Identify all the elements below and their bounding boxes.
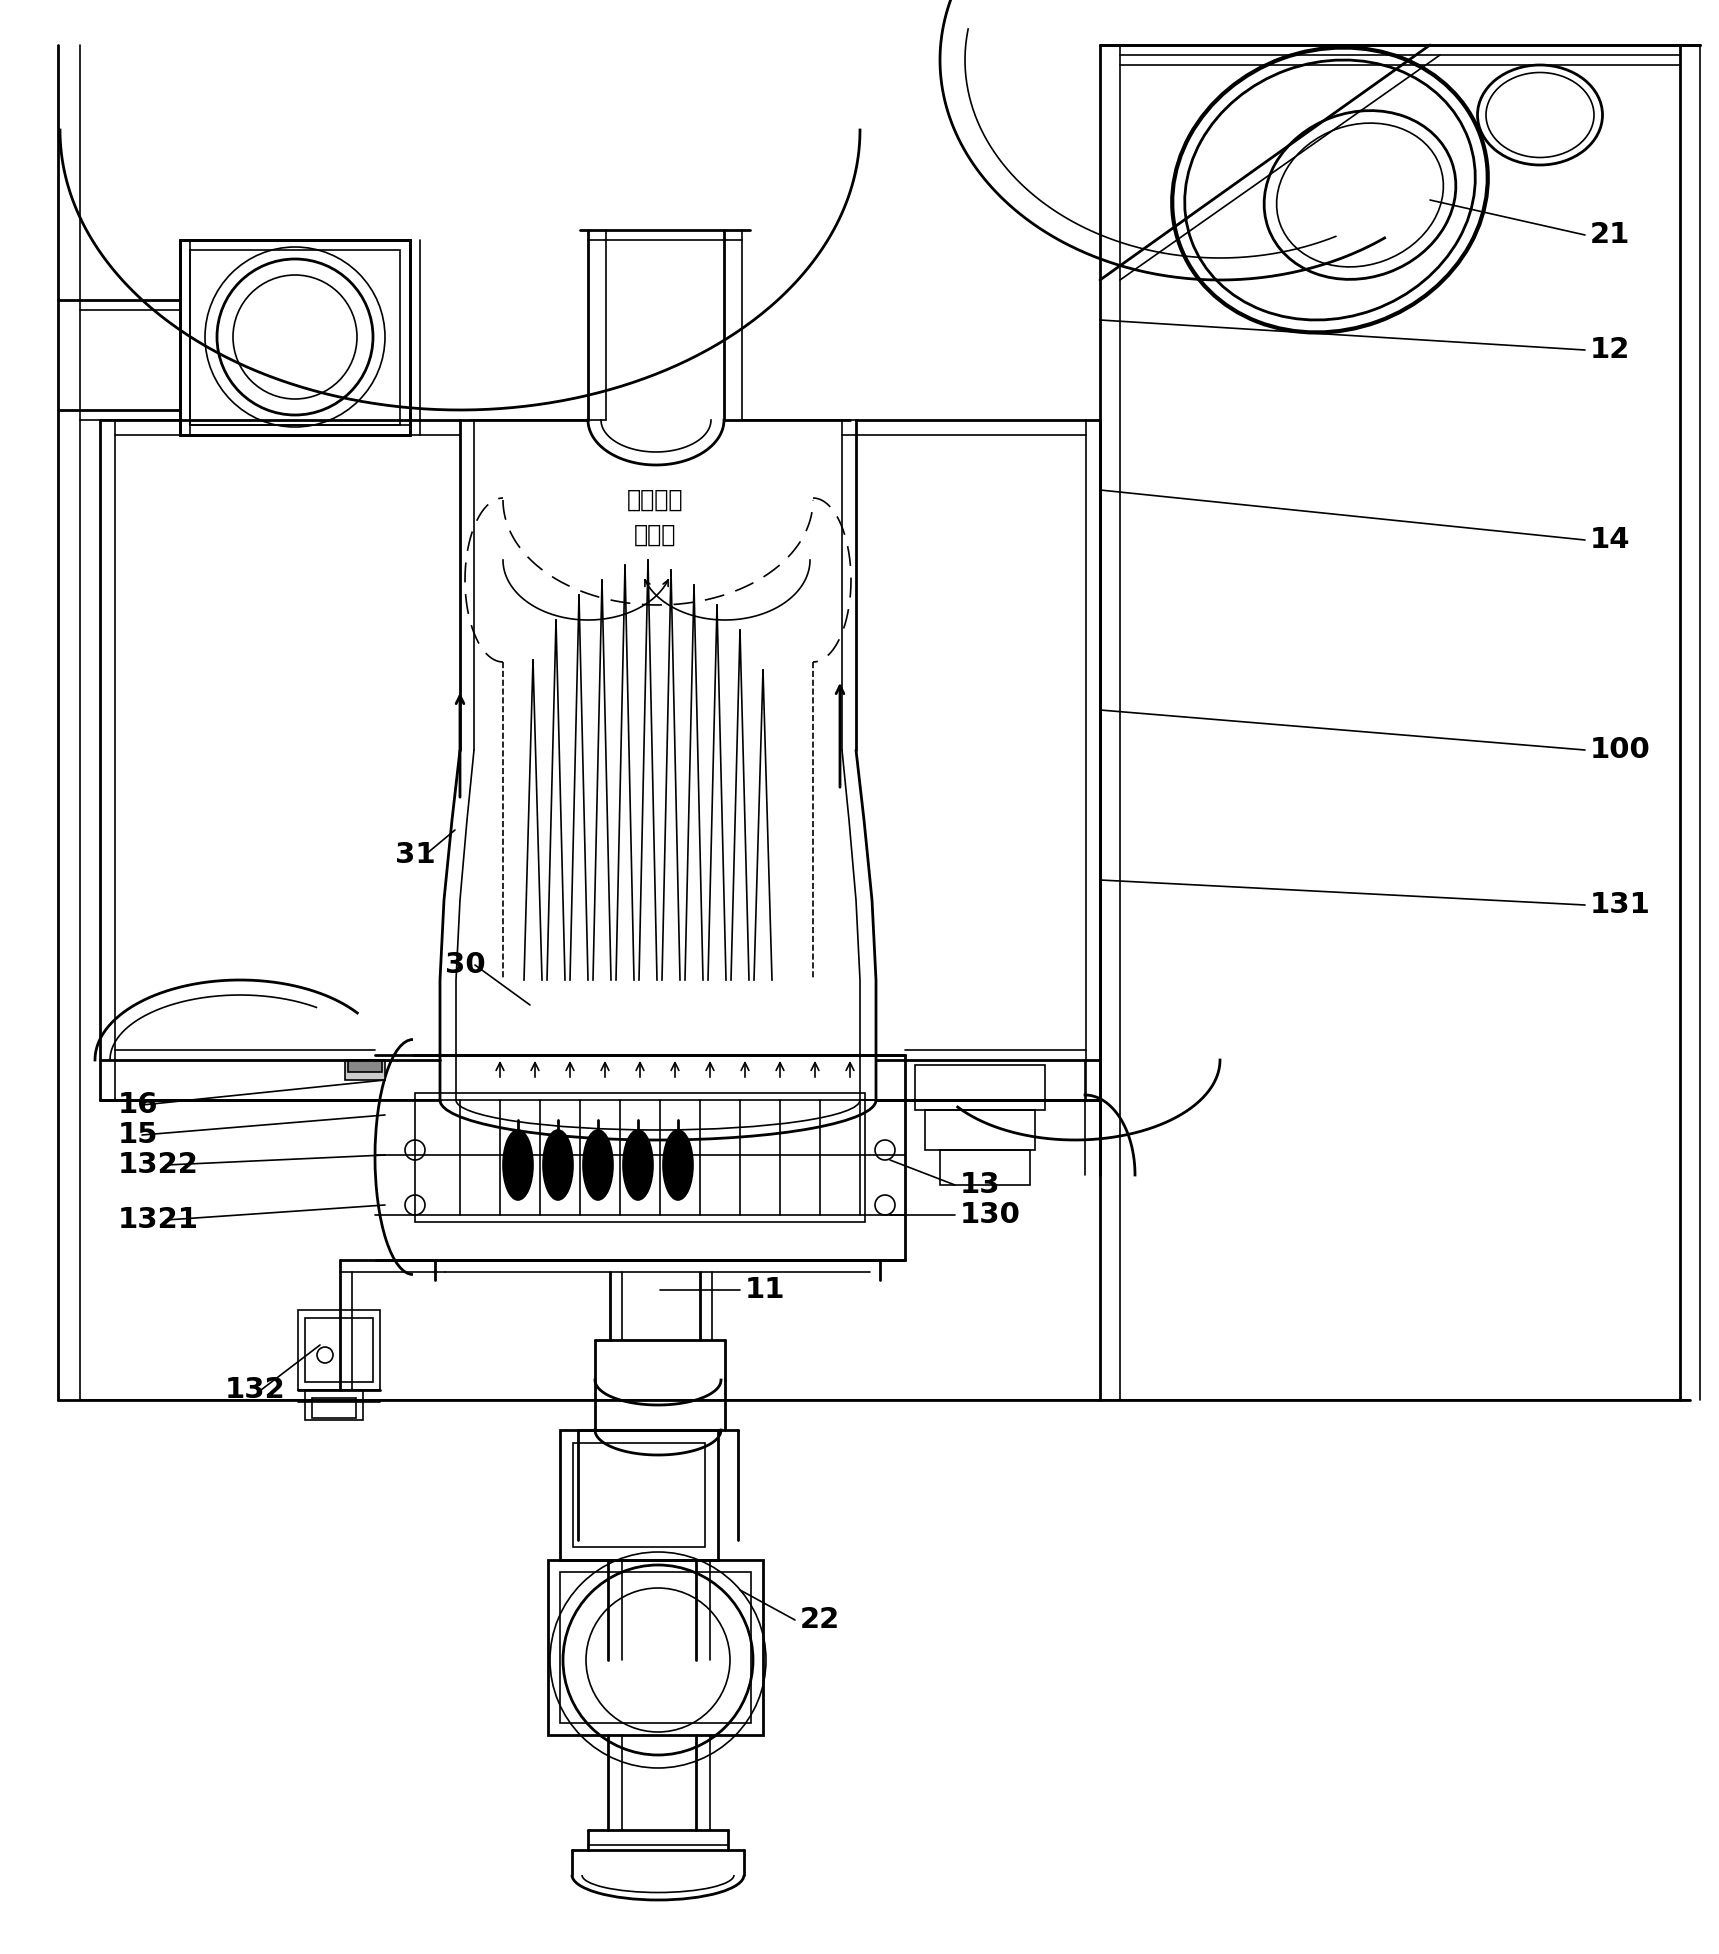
Text: 21: 21	[1590, 221, 1630, 248]
Text: 11: 11	[744, 1276, 786, 1303]
Bar	[572, 1442, 705, 1548]
Ellipse shape	[543, 1129, 572, 1200]
Text: 100: 100	[1590, 737, 1650, 764]
Bar	[940, 1151, 1030, 1184]
Ellipse shape	[583, 1129, 614, 1200]
Bar	[925, 1110, 1035, 1151]
Bar	[548, 1559, 763, 1735]
Bar	[297, 1309, 380, 1389]
Text: 130: 130	[959, 1202, 1021, 1229]
Bar	[560, 1573, 751, 1723]
Ellipse shape	[664, 1129, 693, 1200]
Text: 15: 15	[119, 1122, 158, 1149]
Bar	[304, 1389, 363, 1421]
Text: 131: 131	[1590, 891, 1650, 918]
Text: 13: 13	[959, 1170, 1000, 1200]
Text: 30: 30	[445, 952, 486, 979]
Text: 14: 14	[1590, 526, 1631, 555]
Bar	[347, 1059, 382, 1073]
Text: 12: 12	[1590, 336, 1630, 363]
Bar	[180, 240, 411, 436]
Bar	[313, 1397, 356, 1419]
Ellipse shape	[622, 1129, 653, 1200]
Text: 1321: 1321	[119, 1206, 199, 1235]
Bar	[560, 1430, 719, 1559]
Text: 31: 31	[395, 840, 435, 870]
Bar	[346, 1059, 385, 1081]
Bar	[191, 250, 401, 426]
Bar	[304, 1319, 373, 1381]
Text: 补充风笼: 补充风笼	[627, 488, 682, 512]
Text: 1322: 1322	[119, 1151, 199, 1178]
Text: 22: 22	[799, 1606, 841, 1634]
Text: 132: 132	[225, 1376, 285, 1405]
Text: 烧火琰: 烧火琰	[634, 524, 676, 547]
Ellipse shape	[504, 1129, 533, 1200]
Bar	[414, 1092, 865, 1221]
Bar	[915, 1065, 1045, 1110]
Text: 16: 16	[119, 1090, 158, 1120]
